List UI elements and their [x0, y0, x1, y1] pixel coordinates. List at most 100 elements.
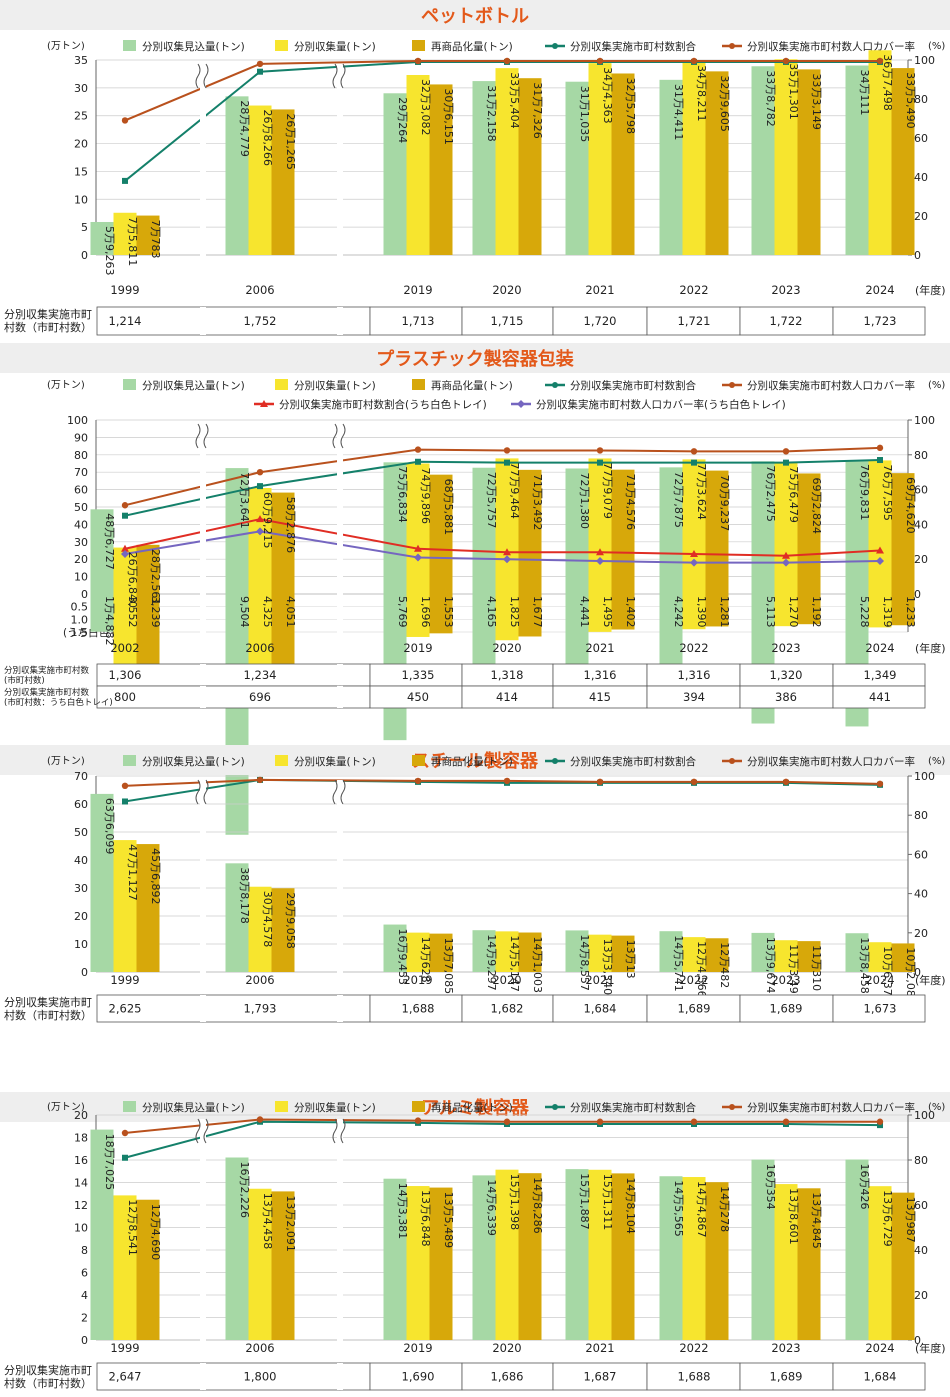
data-label-col: 77万9,079	[601, 462, 614, 519]
data-label-col: 33万5,404	[508, 72, 521, 128]
table-cell	[832, 685, 926, 709]
y-tick-label: 35	[74, 54, 88, 67]
bar-rec	[797, 1188, 821, 1340]
bar-col	[588, 934, 612, 972]
point-cover	[690, 57, 698, 65]
axis-break-line	[195, 63, 201, 89]
axis-break-line	[332, 63, 338, 89]
bar-est	[225, 863, 249, 972]
axis-break-line	[332, 423, 338, 449]
x-axis-unit: (年度)	[915, 973, 946, 987]
y2-tick-label: 40	[914, 888, 928, 901]
data-label-col: 32万3,082	[419, 79, 432, 135]
point-cover	[690, 1118, 698, 1125]
point-cover	[414, 1117, 422, 1124]
y2-tick-label: 100	[914, 1109, 935, 1122]
bar-neg-rec	[705, 594, 729, 627]
bar-rec	[611, 1173, 635, 1340]
axis-break-line	[332, 779, 338, 805]
table-cell	[552, 1362, 648, 1391]
data-label-rec: 14万8,104	[624, 1177, 637, 1234]
axis-break-line	[203, 63, 209, 89]
legend-rec-label: 再商品化量(トン)	[431, 40, 513, 53]
bar-col	[588, 63, 612, 256]
y-tick-label: 10	[74, 571, 88, 584]
bar-est	[383, 93, 407, 255]
legend-rec-label: 再商品化量(トン)	[431, 755, 513, 768]
point-cover	[782, 448, 790, 455]
axis-break-gap	[200, 780, 206, 990]
x-tick-label: 2019	[403, 283, 432, 297]
table-value: 1,689	[678, 1002, 711, 1016]
table-value: 1,316	[584, 668, 617, 682]
data-label-rec: 32万5,798	[624, 77, 637, 134]
data-label-rec: 13万2,091	[284, 1195, 297, 1252]
point-ratio	[691, 459, 697, 466]
axis-break-line	[340, 1118, 346, 1144]
y-axis-unit-left: (万トン)	[47, 1102, 85, 1113]
data-label-neg-rec: 1,553	[442, 596, 455, 628]
y-tick-label: 50	[74, 501, 88, 514]
data-label-col: 26万8,266	[261, 110, 274, 166]
data-label-est: 14万5,741	[672, 935, 685, 992]
data-label-col: 75万6,479	[787, 466, 800, 523]
table-row-label: 村数（市町村数）	[4, 320, 92, 334]
bar-rec	[136, 844, 160, 972]
table-value: 1,306	[109, 668, 142, 682]
bar-rec	[518, 932, 542, 972]
bar-rec	[797, 941, 821, 972]
data-label-rec: 58万2,876	[284, 497, 297, 554]
data-label-col: 12万4,566	[695, 941, 708, 998]
x-tick-label: 2020	[492, 283, 521, 297]
legend-ratio-marker	[552, 43, 558, 49]
table-value: 1,715	[491, 314, 524, 328]
legend-est-label: 分別収集見込量(トン)	[142, 40, 245, 53]
y-tick-label: 30	[74, 882, 88, 895]
y2-tick-label: 40	[914, 518, 928, 531]
point-cover	[876, 780, 884, 788]
bar-neg-col	[868, 594, 892, 628]
table-value: 1,318	[491, 668, 524, 682]
data-label-rec: 30万6,151	[442, 88, 455, 145]
table-cell	[369, 994, 463, 1023]
legend-wt-ratio-label: 分別収集実施市町村数割合(うち白色トレイ)	[279, 398, 487, 411]
bar-col	[113, 1195, 137, 1340]
data-label-rec: 69万4,620	[904, 477, 917, 534]
data-label-neg-col: 1,319	[881, 596, 894, 628]
point-ratio	[877, 1122, 883, 1129]
bar-col	[774, 940, 798, 972]
data-label-rec: 10万2,089	[904, 947, 917, 1004]
data-label-est: 14万9,297	[485, 934, 498, 991]
legend-ratio-marker	[552, 1104, 558, 1110]
legend-cover-marker	[729, 382, 735, 388]
y2-tick-label: 20	[914, 1289, 928, 1302]
data-label-est: 48万6,727	[103, 513, 116, 570]
table-break-gap	[200, 1363, 206, 1390]
x-tick-label: 2002	[110, 641, 139, 655]
legend-est-label: 分別収集見込量(トン)	[142, 755, 245, 768]
bar-neg-est	[225, 594, 249, 835]
bar-neg-col	[682, 594, 706, 630]
data-label-est: 15万1,887	[578, 1173, 591, 1230]
y-tick-label: 25	[74, 110, 88, 123]
table-value: 1,320	[770, 668, 803, 682]
bar-est	[565, 81, 589, 255]
table-row-label: 分別収集実施市町	[4, 1363, 92, 1377]
data-label-neg-col: 1,495	[601, 596, 614, 628]
x-tick-label: 2006	[245, 1341, 274, 1355]
table-value: 1,335	[402, 668, 435, 682]
bar-est	[659, 79, 683, 255]
bar-est	[751, 461, 775, 594]
x-axis-unit: (年度)	[915, 641, 946, 655]
point-cover	[256, 776, 264, 784]
data-label-rec: 13万13	[624, 940, 637, 979]
y-tick-label: 70	[74, 770, 88, 783]
y-tick-label: 50	[74, 826, 88, 839]
bar-rec	[705, 1182, 729, 1340]
table-cell	[739, 994, 834, 1023]
point-cover	[876, 57, 884, 65]
data-label-rec: 31万7,326	[531, 82, 544, 139]
y2-tick-label: 20	[914, 927, 928, 940]
table-value: 394	[683, 690, 705, 704]
data-label-neg-est: 5,228	[858, 596, 871, 628]
